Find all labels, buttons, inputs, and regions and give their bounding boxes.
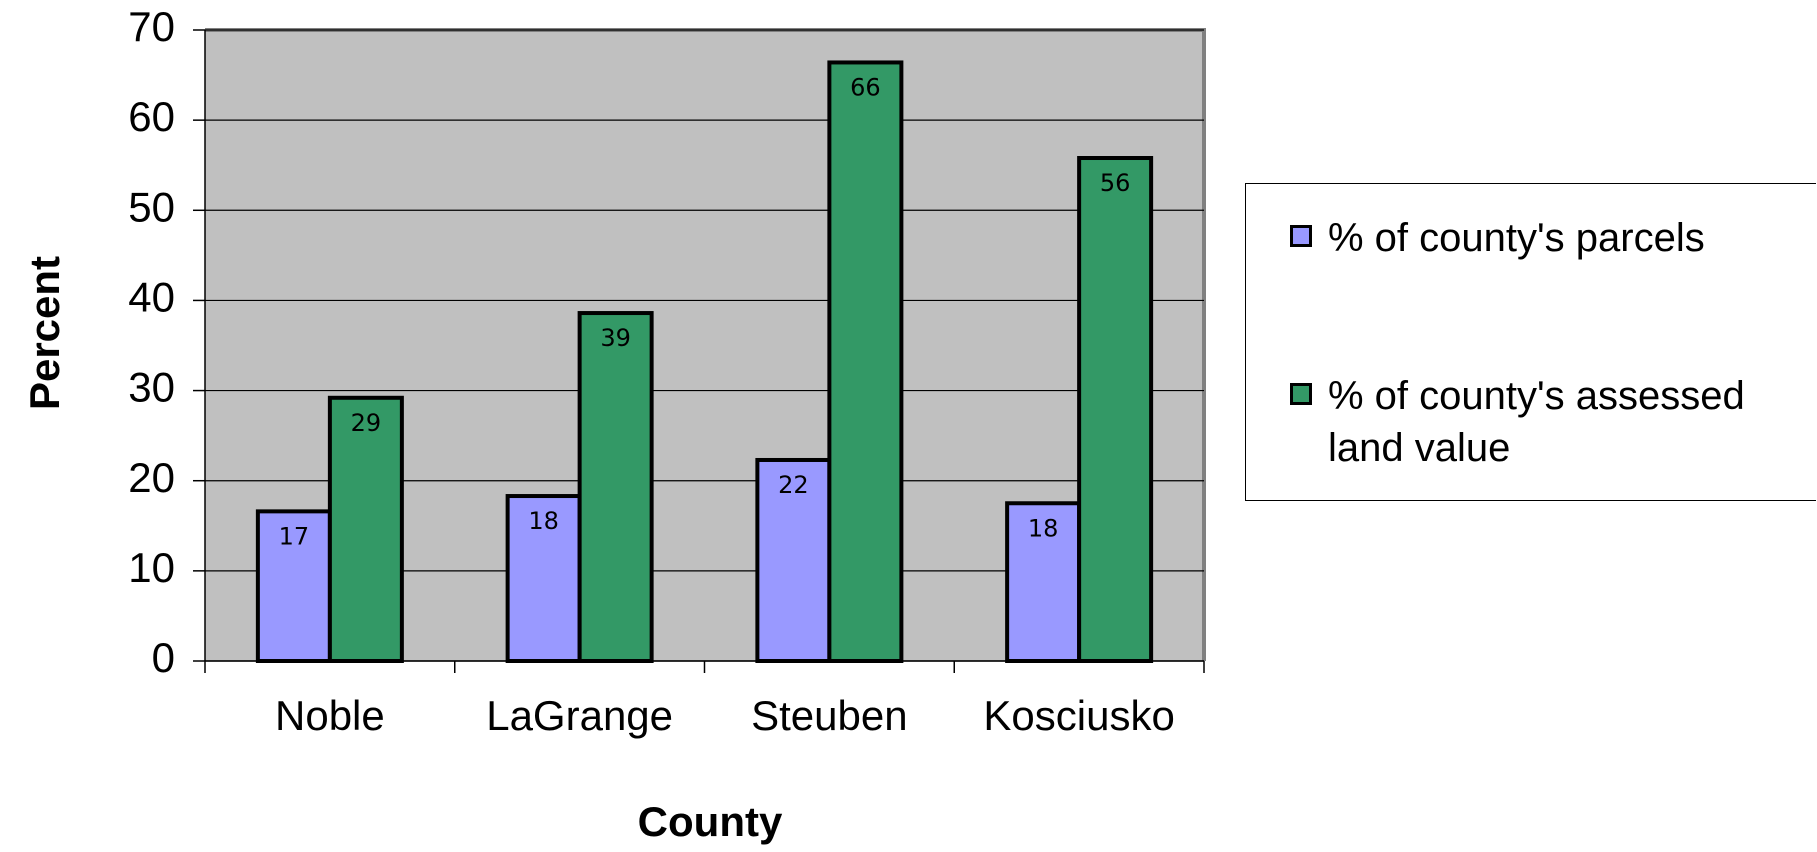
legend-label: % of county's parcels [1328, 216, 1705, 260]
bar [255, 509, 332, 663]
legend-label: % of county's assessed land value [1328, 374, 1745, 470]
legend-entry: % of county's assessed land value [1290, 370, 1790, 474]
data-label: 29 [351, 409, 382, 437]
bar [505, 494, 582, 663]
y-tick-label: 10 [128, 544, 175, 591]
y-axis-title: Percent [21, 256, 68, 410]
y-tick-label: 40 [128, 274, 175, 321]
legend: % of county's parcels % of county's asses… [1245, 183, 1816, 501]
bar [1077, 156, 1154, 663]
data-label: 18 [528, 507, 559, 535]
bar [1005, 501, 1082, 663]
data-label: 39 [600, 324, 631, 352]
x-tick-label: Noble [275, 692, 385, 739]
bar [827, 60, 904, 664]
legend-swatch [1290, 225, 1312, 247]
y-tick-label: 30 [128, 364, 175, 411]
bar [755, 457, 832, 663]
x-tick-label: LaGrange [486, 692, 673, 739]
legend-swatch [1290, 383, 1312, 405]
bar [327, 395, 404, 663]
data-label: 17 [279, 522, 310, 550]
data-label: 18 [1028, 514, 1059, 542]
data-label: 66 [850, 73, 881, 101]
legend-entry: % of county's parcels [1290, 212, 1790, 264]
x-tick-label: Kosciusko [983, 692, 1174, 739]
bar [577, 311, 654, 663]
y-tick-label: 20 [128, 454, 175, 501]
y-tick-label: 60 [128, 93, 175, 140]
y-tick-label: 50 [128, 183, 175, 230]
y-tick-label: 70 [128, 3, 175, 50]
data-label: 22 [778, 471, 809, 499]
y-tick-label: 0 [152, 634, 175, 681]
x-tick-label: Steuben [751, 692, 907, 739]
data-label: 56 [1100, 169, 1131, 197]
x-axis-title: County [638, 798, 783, 845]
